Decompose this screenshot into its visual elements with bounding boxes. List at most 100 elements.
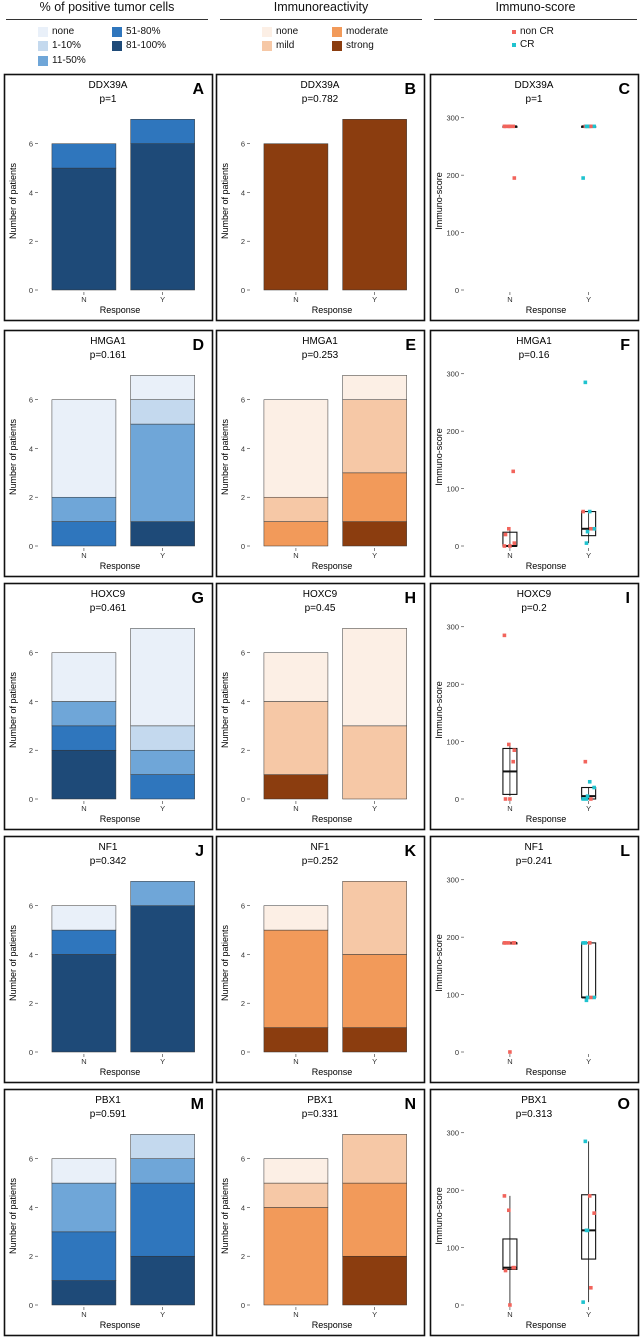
y-tick-label: 6 [241, 396, 245, 405]
gene-title: HMGA1 [302, 336, 338, 347]
p-value: p=0.45 [305, 603, 336, 614]
panel-G: HOXC9 p=0.461 G 0 2 4 6 Number of patients N Y Res… [3, 582, 214, 831]
data-point-nonCR [507, 1208, 511, 1213]
legend-item-imm: strong [332, 40, 374, 51]
legend-swatch [512, 42, 516, 47]
bar-segment-81-100% [51, 749, 117, 800]
panel-I: HOXC9 p=0.2 I 0 100 200 300 Immuno-score N Y Respo… [429, 582, 640, 831]
panel-H: HOXC9 p=0.45 H 0 2 4 6 Number of patients N Y Resp… [215, 582, 426, 831]
panel-O: PBX1 p=0.313 O 0 100 200 300 Immuno-score N Y Resp… [429, 1088, 640, 1337]
panel-letter: D [192, 337, 204, 354]
y-axis-label: Number of patients [8, 671, 18, 748]
y-tick-label: 0 [29, 1048, 33, 1057]
data-point-nonCR [581, 509, 585, 514]
y-tick-label: 4 [29, 444, 33, 453]
y-tick-label: 2 [241, 746, 245, 755]
x-tick-label: Y [586, 1057, 591, 1066]
bar-segment-moderate [342, 1182, 407, 1257]
y-tick-label: 100 [446, 991, 459, 1000]
x-axis-label: Response [100, 305, 141, 315]
p-value: p=0.2 [521, 603, 547, 614]
data-point-nonCR [512, 941, 517, 945]
legend-label: 81-100% [126, 40, 167, 51]
panel-E: HMGA1 p=0.253 E 0 2 4 6 Number of patients N Y Res… [215, 329, 426, 578]
legend-swatch [38, 55, 48, 66]
data-point-CR [583, 941, 588, 945]
data-point-nonCR [589, 124, 593, 129]
legend-label: strong [346, 40, 374, 51]
x-axis-label: Response [526, 561, 567, 571]
x-tick-label: Y [372, 1057, 377, 1066]
y-axis-label: Number of patients [220, 418, 230, 495]
y-tick-label: 300 [446, 370, 459, 379]
y-tick-label: 100 [446, 738, 459, 747]
data-point-nonCR [589, 526, 593, 531]
x-axis-label: Response [312, 561, 353, 571]
data-point-CR [583, 380, 588, 385]
x-axis-label: Response [312, 1320, 353, 1330]
x-tick-label: N [507, 551, 512, 560]
bar-segment-11-50% [51, 496, 117, 522]
panel-J: NF1 p=0.342 J 0 2 4 6 Number of patients N Y Respo… [3, 835, 214, 1084]
bar-segment-none [51, 652, 117, 702]
p-value: p=0.161 [90, 350, 127, 361]
bar-segment-moderate [342, 472, 407, 522]
panel-letter: H [404, 590, 416, 607]
data-point-CR [581, 941, 585, 945]
y-tick-label: 300 [446, 876, 459, 885]
data-point-nonCR [503, 797, 508, 801]
gene-title: DDX39A [89, 80, 128, 91]
bar-segment-strong [263, 1027, 329, 1053]
bar-segment-strong [342, 1027, 407, 1053]
y-axis-label: Number of patients [220, 924, 230, 1001]
bar-segment-moderate [263, 521, 329, 547]
data-point-nonCR [508, 1303, 512, 1307]
x-tick-label: Y [160, 1057, 165, 1066]
x-tick-label: N [507, 804, 512, 813]
data-point-nonCR [502, 633, 507, 638]
legend-label: non CR [520, 26, 554, 37]
p-value: p=0.591 [90, 1109, 127, 1120]
gene-title: HOXC9 [517, 589, 552, 600]
bar-segment-81-100% [51, 954, 117, 1053]
panel-letter: G [192, 590, 204, 607]
legend-item-score: CR [512, 39, 534, 50]
bar-segment-81-100% [130, 521, 195, 547]
bar-segment-mild [342, 1134, 407, 1184]
x-tick-label: N [293, 1310, 298, 1319]
bar-segment-strong [342, 119, 407, 291]
bar-segment-11-50% [130, 1158, 195, 1184]
y-axis-label: Number of patients [8, 162, 18, 239]
data-point-nonCR [507, 941, 511, 945]
gene-title: DDX39A [301, 80, 340, 91]
gene-title: HMGA1 [90, 336, 126, 347]
panel-N: PBX1 p=0.331 N 0 2 4 6 Number of patients N Y Resp… [215, 1088, 426, 1337]
data-point-nonCR [508, 797, 512, 801]
bar-segment-51-80% [51, 1231, 117, 1281]
y-tick-label: 4 [241, 950, 245, 959]
data-point-CR [592, 995, 596, 1000]
legend-label: 11-50% [52, 55, 86, 66]
y-tick-label: 0 [241, 542, 245, 551]
y-axis-label: Number of patients [8, 418, 18, 495]
y-tick-label: 6 [241, 1155, 245, 1164]
bar-segment-81-100% [130, 1255, 195, 1306]
p-value: p=1 [526, 94, 543, 105]
panel-frame [429, 582, 640, 831]
legend-label: none [52, 26, 75, 37]
gene-title: PBX1 [307, 1095, 333, 1106]
bar-segment-mild [342, 881, 407, 955]
legend-label: 1-10% [52, 40, 81, 51]
y-tick-label: 0 [29, 542, 33, 551]
legend-swatch [332, 40, 342, 51]
y-tick-label: 100 [446, 229, 459, 238]
y-tick-label: 6 [29, 1155, 33, 1164]
bar-segment-51-80% [51, 725, 117, 751]
data-point-nonCR [587, 1194, 592, 1198]
legend-item-imm: mild [262, 40, 294, 51]
legend-swatch [38, 26, 48, 37]
box-iqr [502, 1238, 518, 1270]
column-title: Immuno-score [495, 0, 576, 14]
y-tick-label: 4 [241, 697, 245, 706]
bar-segment-11-50% [130, 749, 195, 775]
